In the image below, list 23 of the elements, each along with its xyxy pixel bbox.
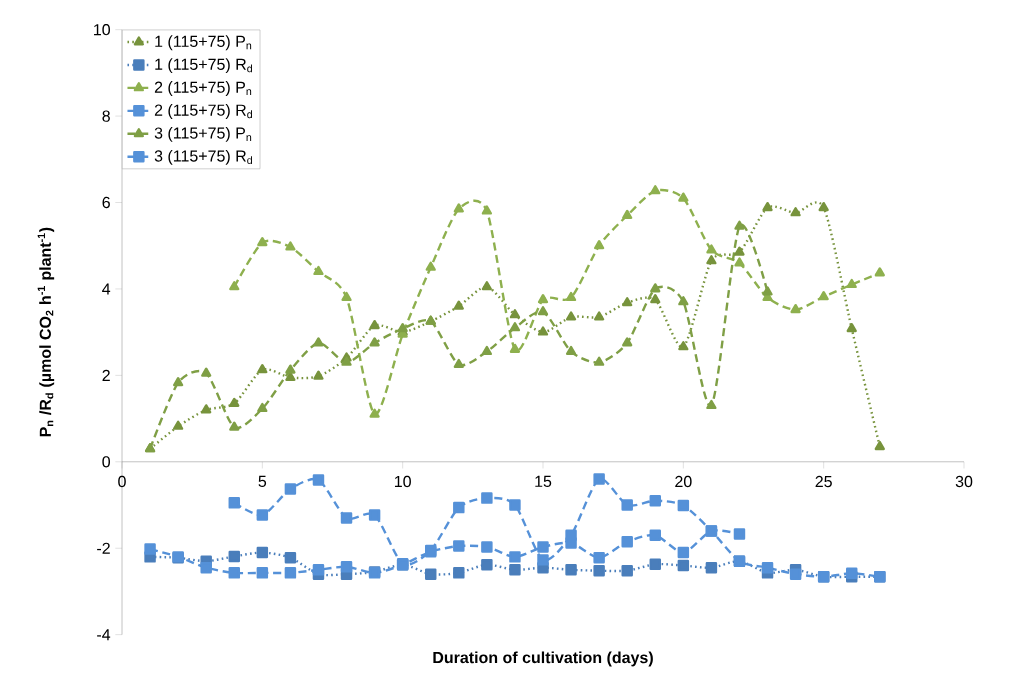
x-tick-label: 15: [535, 475, 552, 487]
x-tick-label: 30: [955, 475, 973, 488]
y-tick-label: 2: [102, 369, 110, 381]
x-axis-title: Duration of cultivation (days): [433, 651, 653, 667]
y-tick-label: 6: [102, 196, 110, 209]
y-tick-label: -2: [97, 542, 110, 554]
legend-label: 1 (115+75) R$_{d}$: [155, 58, 252, 74]
y-tick-label: 0: [102, 456, 111, 468]
y-tick-label: 8: [102, 110, 110, 122]
y-tick-label: 4: [102, 283, 111, 295]
x-tick-label: 10: [394, 475, 411, 488]
x-tick-label: 0: [118, 475, 126, 488]
legend-label: 1 (115+75) P$_{n}$: [155, 35, 252, 51]
x-tick-label: 5: [258, 475, 267, 487]
legend-label: 3 (115+75) R$_{d}$: [154, 149, 252, 165]
legend-label: 2 (115+75) R$_{d}$: [154, 104, 252, 119]
text: P$_{n}$ /R$_{d}$ (µmol CO$_{2}$ h$^{-1}$ plant$^{-1}$): [37, 227, 55, 437]
legend-label: 3 (115+75) P$_{n}$: [154, 126, 252, 142]
y-tick-label: -4: [97, 629, 111, 641]
legend-label: 2 (115+75) P$_{n}$: [154, 81, 252, 97]
x-tick-label: 25: [815, 475, 832, 488]
y-tick-label: 10: [94, 24, 111, 36]
x-tick-label: 20: [675, 475, 692, 488]
